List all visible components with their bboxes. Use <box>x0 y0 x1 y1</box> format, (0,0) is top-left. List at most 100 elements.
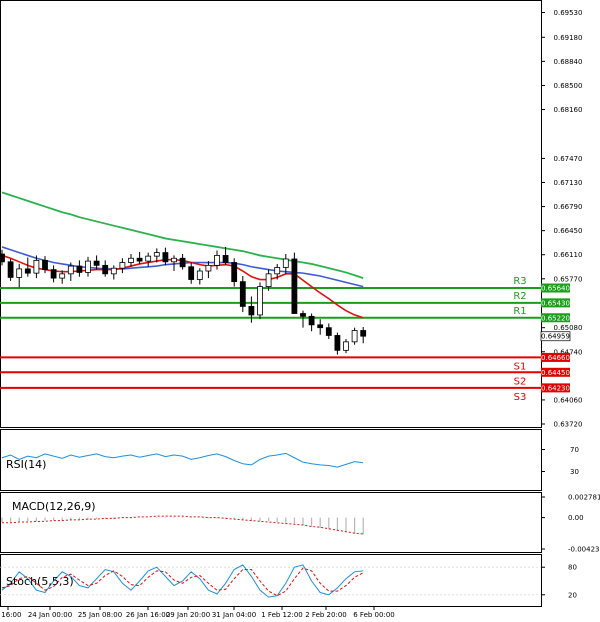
candle-body <box>317 324 324 329</box>
candle-body <box>110 267 117 275</box>
candle-body <box>248 306 255 316</box>
candle-body <box>76 265 83 273</box>
time-tick-label: 25 Jan 08:00 <box>78 611 122 619</box>
candle-body <box>188 266 195 280</box>
level-tag <box>541 383 570 393</box>
level-tag <box>541 298 570 308</box>
time-tick-label: 29 Jan 20:00 <box>166 611 210 619</box>
level-tag-label: 0.65220 <box>541 314 570 322</box>
rsi-indicator: 70 30 <box>1 446 579 476</box>
candle-body <box>214 255 220 266</box>
ma-green-line <box>1 191 364 279</box>
candle-body <box>325 327 332 336</box>
time-tick-label: 24 Jan 00:00 <box>28 611 72 619</box>
candle-body <box>16 268 23 278</box>
candle-body <box>334 335 341 351</box>
rsi-tick-label: 30 <box>570 468 579 476</box>
stoch-tick-label: 20 <box>568 591 577 599</box>
time-tick-label: 6 Feb 00:00 <box>353 611 394 619</box>
level-label-s2: S2 <box>514 376 527 387</box>
level-label-r1: R1 <box>513 306 526 317</box>
candle-body <box>308 315 315 326</box>
candle-body <box>196 270 203 280</box>
stoch-tick-label: 80 <box>568 564 577 572</box>
candle-body <box>67 265 74 275</box>
rsi-label: RSI(14) <box>6 458 46 471</box>
price-tick-label: 0.66790 <box>554 203 583 211</box>
price-axis: 0.69530 0.69180 0.68840 0.68500 0.68160 0.674… <box>541 9 582 429</box>
price-tick-label: 0.66450 <box>554 227 583 235</box>
level-tag-label: 0.65640 <box>541 285 570 293</box>
price-tick-label: 0.68160 <box>554 106 583 114</box>
candle-body <box>59 273 66 279</box>
level-tag <box>541 367 570 377</box>
candle-body <box>265 273 272 287</box>
candle-body <box>119 262 126 269</box>
level-tag <box>541 313 570 323</box>
price-tick-label: 0.67470 <box>554 155 583 163</box>
price-tick-label: 0.68500 <box>554 82 583 90</box>
rsi-tick-label: 70 <box>570 446 579 454</box>
candle-body <box>42 259 48 270</box>
candle-body <box>128 257 134 263</box>
candle-body <box>282 258 289 268</box>
candle-body <box>145 255 152 262</box>
time-tick-label: 26 Jan 16:00 <box>126 611 170 619</box>
stoch-panel <box>0 554 542 607</box>
price-tags: 0.65640 0.65430 0.65220 0.64660 0.64450 0.642… <box>540 283 571 393</box>
macd-tick-label: -0.004236 <box>568 546 600 554</box>
rsi-panel <box>0 429 542 491</box>
candle-body <box>231 262 238 283</box>
stoch-d-line <box>1 567 364 597</box>
time-axis: n 16:00 24 Jan 00:00 25 Jan 08:00 26 Jan 16… <box>0 606 395 619</box>
price-tick-label: 0.65770 <box>554 275 583 283</box>
price-tick-label: 0.68840 <box>554 58 583 66</box>
candle-body <box>291 258 298 314</box>
candle-body <box>351 330 358 343</box>
candle-body <box>24 268 31 274</box>
macd-tick-label: 0.00 <box>568 514 584 522</box>
candle-body <box>274 267 281 275</box>
candle-body <box>343 341 349 351</box>
macd-indicator: 0.002781 0.00 -0.004236 <box>1 494 600 554</box>
price-tick-label: 0.64060 <box>554 396 583 404</box>
price-tick-label: 0.63720 <box>554 421 583 429</box>
candle-body <box>162 252 169 263</box>
rsi-line <box>1 452 364 468</box>
current-price-tag <box>540 331 571 342</box>
candle-body <box>136 257 143 262</box>
candle-body <box>179 257 186 268</box>
macd-label: MACD(12,26,9) <box>12 500 96 513</box>
time-tick-label: 31 Jan 04:00 <box>212 611 256 619</box>
price-tick-label: 0.64740 <box>554 348 583 356</box>
candle-body <box>171 257 177 263</box>
level-tag-label: 0.65430 <box>541 299 570 307</box>
price-tick-label: 0.69530 <box>554 9 583 17</box>
candle-body <box>300 313 306 317</box>
candle-body <box>0 253 5 263</box>
price-tick-label: 0.67130 <box>554 179 583 187</box>
level-label-r3: R3 <box>513 276 526 287</box>
stochastic-indicator: 80 20 <box>0 564 577 599</box>
candle-body <box>85 260 91 273</box>
candle-body <box>7 261 14 278</box>
level-label-r2: R2 <box>513 291 526 302</box>
stoch-k-line <box>1 564 364 598</box>
candle-body <box>33 259 40 274</box>
candle-body <box>257 286 263 316</box>
candle-body <box>360 330 367 337</box>
level-tag-label: 0.64660 <box>541 354 570 362</box>
level-label-s3: S3 <box>514 392 527 403</box>
time-tick-label: 1 Feb 12:00 <box>261 611 302 619</box>
time-tick-label: n 16:00 <box>0 611 21 619</box>
level-tag-label: 0.64450 <box>541 369 570 377</box>
time-tick-label: 2 Feb 20:00 <box>305 611 346 619</box>
candle-body <box>239 281 246 307</box>
candle-body <box>93 260 100 266</box>
level-tag <box>541 283 570 293</box>
stoch-label: Stoch(5,5,3) <box>6 575 74 588</box>
support-resistance-levels: R3 R2 R1 S1 S2 S3 <box>0 276 541 403</box>
candle-body <box>222 255 229 263</box>
candle-body <box>205 264 212 272</box>
macd-tick-label: 0.002781 <box>568 494 600 502</box>
